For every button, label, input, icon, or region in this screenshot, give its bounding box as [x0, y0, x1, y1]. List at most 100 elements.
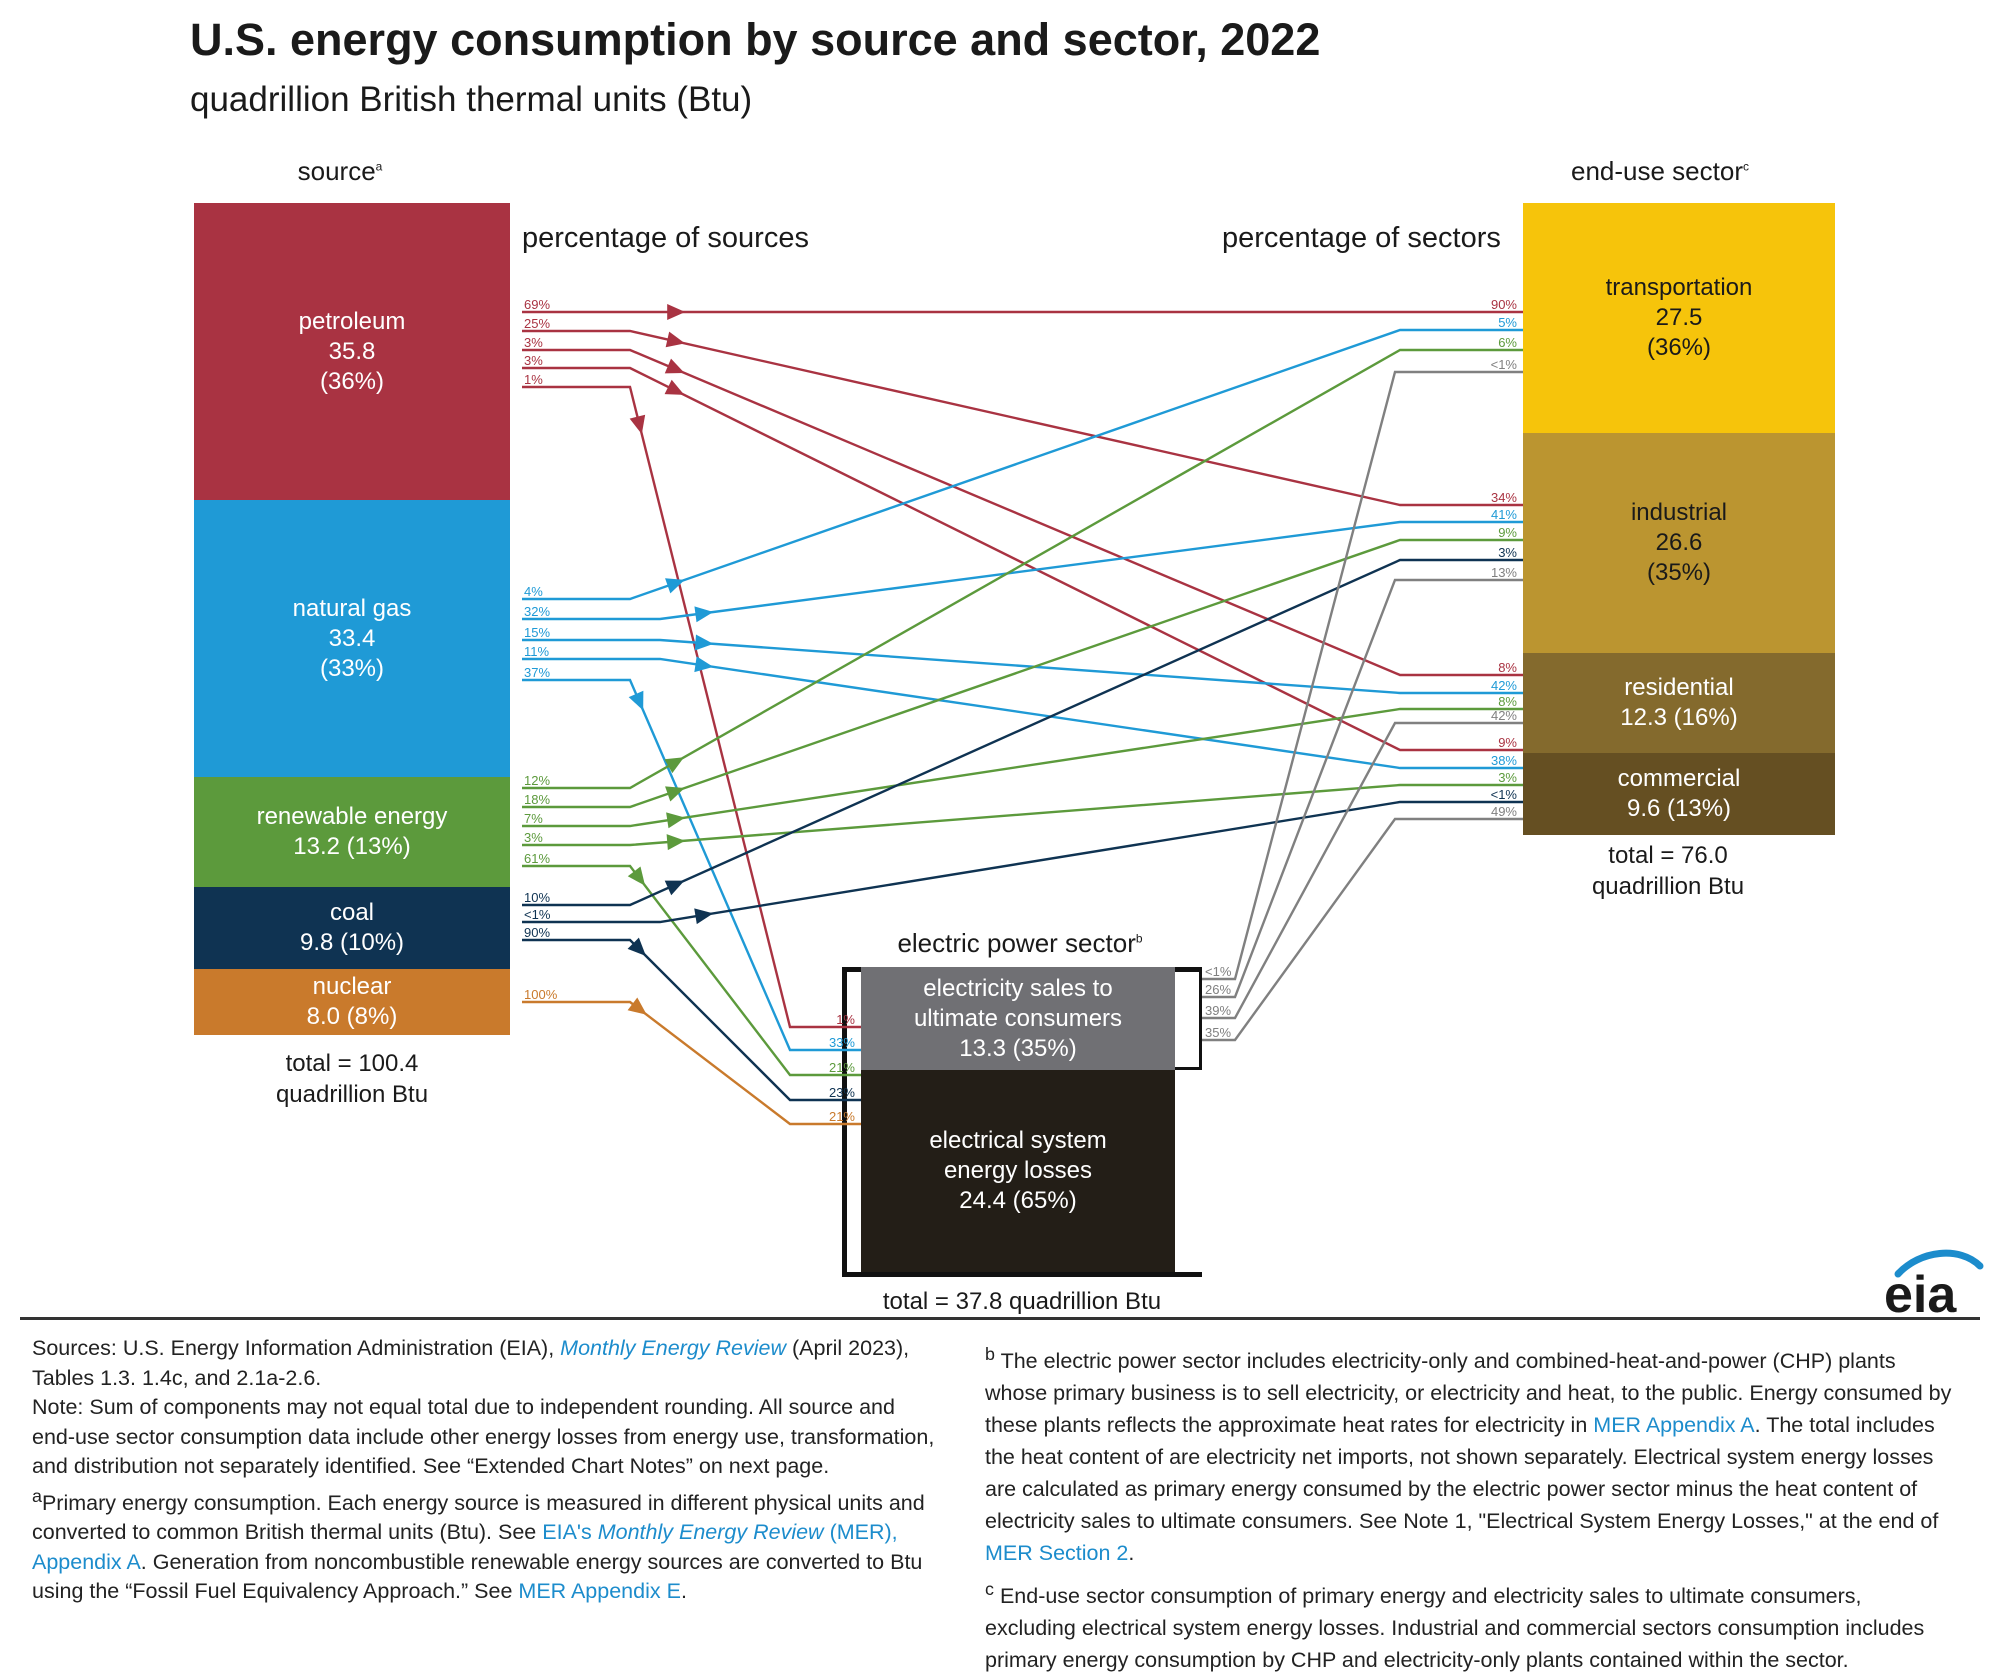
mer-appendix-a-link-title: Monthly Energy Review — [597, 1520, 824, 1545]
footnote-b: b The electric power sector includes ele… — [985, 1338, 1955, 1569]
electric-sales-label-line2: ultimate consumers — [913, 1004, 1123, 1032]
footnote-b-marker: b — [985, 1344, 995, 1364]
flow-line-petroleum-to-industrial — [522, 329, 1523, 507]
mer-section-2-link[interactable]: MER Section 2 — [985, 1541, 1129, 1566]
footnote-b-text-3: . — [1128, 1541, 1135, 1566]
source-value: 35.8 — [328, 337, 376, 365]
flow-line-electricity-to-industrial — [1202, 578, 1523, 999]
flow-arrow-renewable-to-electric — [627, 866, 646, 886]
dst-pct-label: 21% — [829, 1109, 855, 1124]
flow-line-renewable-to-transportation — [522, 348, 1523, 790]
mer-appendix-a-link-tail: (MER), Appendix A — [32, 1520, 898, 1574]
footnote-c-marker: c — [985, 1579, 994, 1600]
rounding-note: Note: Sum of components may not equal to… — [32, 1395, 935, 1478]
flow-arrow-petroleum-to-residential — [664, 358, 685, 374]
sector-total-value: total = 76.0 — [1608, 842, 1728, 869]
flow-arrow-nuclear-to-electric — [627, 997, 647, 1015]
source-value: 13.2 (13%) — [293, 833, 411, 860]
sector-value: 12.3 (16%) — [1620, 704, 1738, 731]
source-box-natural-gas: natural gas 33.4 (33%) — [194, 500, 510, 777]
flow-arrow-natural-gas-to-transportation — [665, 578, 685, 594]
source-header-label: source — [297, 156, 376, 186]
source-box-coal: coal 9.8 (10%) — [194, 887, 510, 969]
source-header-footnote-marker: a — [375, 159, 383, 174]
sector-box-residential: residential 12.3 (16%) — [1523, 653, 1835, 753]
flow-line-natural-gas-to-electric — [522, 678, 861, 1052]
src-pct-label: 39% — [1205, 1003, 1231, 1018]
mer-appendix-a-link[interactable]: EIA's Monthly Energy Review (MER), Appen… — [32, 1520, 898, 1574]
source-value: 33.4 — [328, 624, 376, 652]
flow-line-electricity-to-commercial — [1202, 817, 1523, 1042]
src-pct-label: 32% — [524, 604, 550, 619]
electric-losses-label-line2: energy losses — [943, 1157, 1093, 1184]
footnote-b-text: The electric power sector includes elect… — [985, 1349, 1952, 1438]
src-pct-label: 3% — [524, 335, 543, 350]
sector-label: transportation — [1605, 274, 1753, 301]
source-box-renewable: renewable energy 13.2 (13%) — [194, 777, 510, 887]
flow-line-petroleum-to-commercial — [522, 366, 1523, 752]
dst-pct-label: 13% — [1491, 565, 1517, 580]
flow-line-coal-to-commercial — [522, 800, 1523, 924]
dst-pct-label: 42% — [1491, 708, 1517, 723]
src-pct-label: 12% — [524, 773, 550, 788]
src-pct-label: 35% — [1205, 1025, 1231, 1040]
flow-line-renewable-to-residential — [522, 707, 1523, 828]
footnotes-left: Sources: U.S. Energy Information Adminis… — [32, 1334, 942, 1607]
source-label: petroleum — [298, 307, 406, 335]
src-pct-label: 69% — [524, 297, 550, 312]
flow-line-electricity-to-transportation — [1202, 370, 1523, 981]
electric-losses-value: 24.4 (65%) — [959, 1187, 1077, 1214]
sector-share: (36%) — [1646, 334, 1712, 361]
flow-line-petroleum-to-residential — [522, 348, 1523, 677]
src-pct-label: 10% — [524, 890, 550, 905]
flow-arrow-natural-gas-to-commercial — [694, 656, 714, 673]
flow-arrow-renewable-to-industrial — [665, 786, 685, 802]
src-pct-label: 11% — [524, 644, 549, 659]
pct-sources-label: percentage of sources — [522, 222, 809, 254]
sources-suffix: (April 2023), Tables 1.3. 1.4c, and 2.1a… — [32, 1336, 910, 1390]
src-pct-label: 26% — [1205, 982, 1231, 997]
flow-arrow-renewable-to-residential — [666, 812, 686, 829]
dst-pct-label: 42% — [1491, 678, 1517, 693]
sector-box-industrial: industrial 26.6 (35%) — [1523, 433, 1835, 653]
eia-logo: eia — [1880, 1240, 1990, 1324]
dst-pct-label: 90% — [1491, 297, 1517, 312]
dst-pct-label: 3% — [1498, 770, 1517, 785]
flow-line-renewable-to-electric — [522, 864, 861, 1077]
source-label: natural gas — [292, 594, 412, 622]
mer-link[interactable]: Monthly Energy Review — [560, 1336, 787, 1360]
electric-header: electric power sectorb — [880, 928, 1160, 959]
source-share: (33%) — [319, 654, 385, 682]
mer-appendix-e-link[interactable]: MER Appendix E — [518, 1579, 681, 1604]
sector-label: residential — [1624, 674, 1734, 701]
footnote-a-marker: a — [32, 1485, 42, 1506]
flow-line-natural-gas-to-industrial — [522, 520, 1523, 621]
flow-arrow-renewable-to-transportation — [664, 757, 685, 774]
mer-appendix-a-link-b[interactable]: MER Appendix A — [1593, 1413, 1755, 1438]
eia-logo-text: eia — [1884, 1266, 1957, 1320]
flow-arrow-natural-gas-to-industrial — [694, 606, 714, 623]
flow-line-renewable-to-commercial — [522, 783, 1523, 847]
enduse-header: end-use sectorc — [1540, 156, 1780, 187]
src-pct-label: 25% — [524, 316, 550, 331]
sources-prefix: Sources: U.S. Energy Information Adminis… — [32, 1336, 561, 1360]
sources-note: Sources: U.S. Energy Information Adminis… — [32, 1334, 942, 1393]
source-label: coal — [329, 899, 375, 926]
dst-pct-label: 9% — [1498, 735, 1517, 750]
flow-line-natural-gas-to-transportation — [522, 328, 1523, 601]
flow-arrow-petroleum-to-electric — [629, 414, 646, 435]
source-total-unit: quadrillion Btu — [275, 1081, 429, 1108]
footnote-a: aPrimary energy consumption. Each energy… — [32, 1482, 942, 1607]
sector-label: commercial — [1617, 765, 1741, 792]
footer-rule — [20, 1317, 1980, 1320]
electric-sales-value: 13.3 (35%) — [959, 1034, 1077, 1062]
dst-pct-label: 5% — [1498, 315, 1517, 330]
sector-total: total = 76.0 quadrillion Btu — [1523, 840, 1813, 902]
flow-arrow-coal-to-industrial — [664, 880, 685, 896]
dst-pct-label: <1% — [1491, 357, 1518, 372]
src-pct-label: 61% — [524, 851, 550, 866]
footnotes-right: b The electric power sector includes ele… — [985, 1338, 1955, 1676]
dst-pct-label: 9% — [1498, 525, 1517, 540]
source-total: total = 100.4 quadrillion Btu — [194, 1048, 510, 1110]
